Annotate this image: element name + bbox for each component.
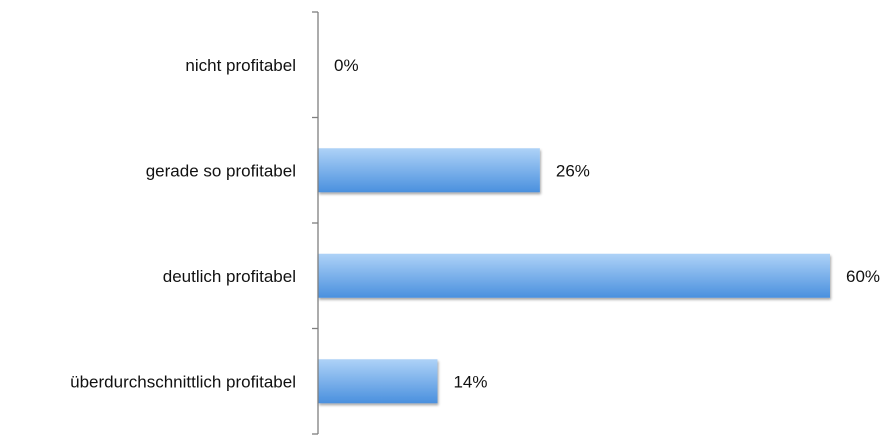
bar-2 — [318, 148, 540, 193]
value-label-1: 0% — [334, 56, 359, 75]
value-label-2: 26% — [556, 161, 590, 180]
value-label-3: 60% — [846, 267, 880, 286]
category-label-2: gerade so profitabel — [146, 161, 296, 180]
category-label-3: deutlich profitabel — [163, 267, 296, 286]
bar-3 — [318, 253, 830, 298]
category-label-4: überdurchschnittlich profitabel — [70, 372, 296, 391]
bar-4 — [318, 359, 438, 404]
value-label-4: 14% — [453, 372, 487, 391]
category-label-1: nicht profitabel — [185, 56, 296, 75]
